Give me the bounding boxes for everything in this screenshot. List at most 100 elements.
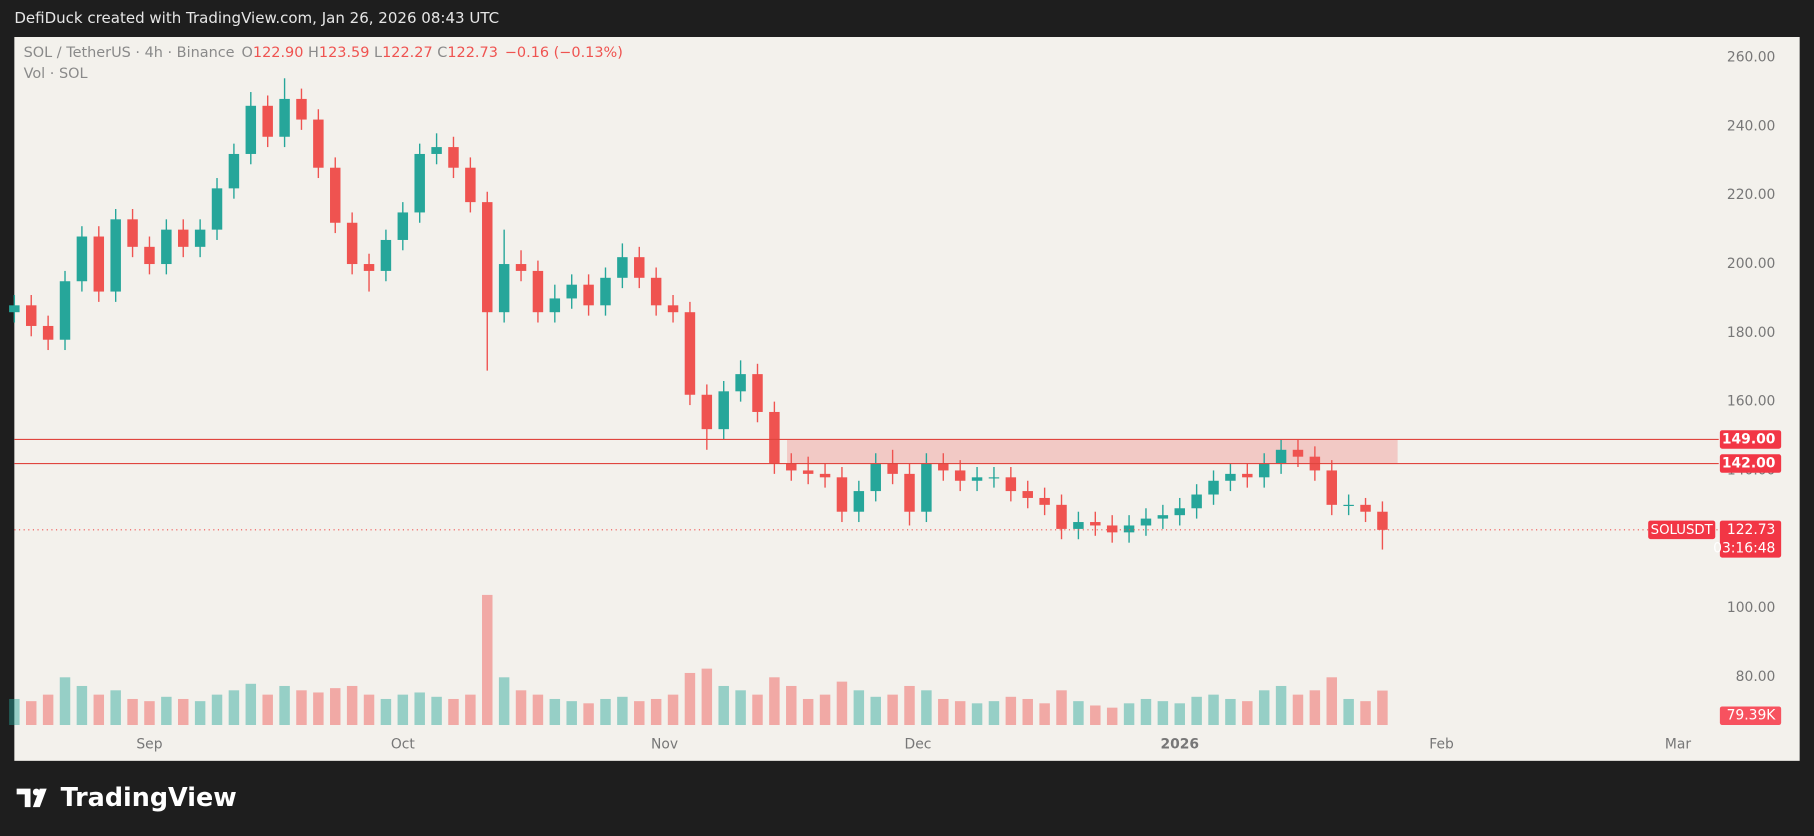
countdown-label: 03:16:48 xyxy=(1713,540,1775,556)
volume-bar xyxy=(93,694,105,725)
volume-bar xyxy=(194,701,206,725)
legend-key: H xyxy=(308,45,319,61)
x-tick-label: Nov xyxy=(651,737,678,753)
candle-body xyxy=(583,284,594,306)
legend-key: O xyxy=(242,45,253,61)
x-tick-label: Feb xyxy=(1429,737,1454,753)
volume-bar xyxy=(1225,698,1236,725)
candle-body xyxy=(1292,449,1304,457)
volume-bar xyxy=(819,694,831,725)
level-tag xyxy=(1719,430,1782,449)
volume-bar xyxy=(25,701,37,725)
volume-bar xyxy=(667,694,679,725)
volume-bar xyxy=(1005,696,1017,725)
volume-bar xyxy=(296,690,307,725)
candle-body xyxy=(25,305,37,326)
candle-body xyxy=(110,219,121,292)
candle-body xyxy=(752,374,763,412)
volume-bar xyxy=(735,690,746,725)
legend-title: SOL / TetherUS · 4h · Binance xyxy=(24,45,235,61)
volume-bar xyxy=(245,683,257,725)
volume-bar xyxy=(448,698,459,725)
candle-body xyxy=(515,264,527,271)
candle-body xyxy=(431,147,442,154)
candle-body xyxy=(59,281,71,340)
volume-bar xyxy=(1208,694,1219,725)
volume-bar xyxy=(566,701,577,725)
candle-body xyxy=(228,153,240,189)
volume-bar xyxy=(701,668,713,725)
candle-body xyxy=(650,277,662,306)
candle-body xyxy=(330,167,341,223)
candle-body xyxy=(853,491,865,512)
candle-body xyxy=(245,105,257,154)
candle-body xyxy=(667,305,679,313)
candle-body xyxy=(617,257,628,278)
candle-body xyxy=(93,236,105,292)
volume-bar xyxy=(802,698,814,725)
legend-key: C xyxy=(437,45,447,61)
volume-bar xyxy=(1140,698,1152,725)
candle-body xyxy=(76,236,88,282)
volume-bar xyxy=(1326,677,1337,725)
candle-body xyxy=(634,257,645,278)
candle-body xyxy=(1022,491,1033,498)
x-tick-label: Sep xyxy=(136,737,162,753)
volume-bar xyxy=(921,690,932,725)
candle-body xyxy=(887,463,898,474)
candle-body xyxy=(346,222,358,265)
legend-change: −0.16 (−0.13%) xyxy=(505,45,623,61)
volume-bar xyxy=(1157,701,1169,725)
volume-bar xyxy=(532,694,544,725)
volume-bar xyxy=(583,703,594,725)
volume-bar xyxy=(144,701,155,725)
y-tick-label: 80.00 xyxy=(1736,669,1776,685)
legend-key: L xyxy=(374,45,382,61)
candle-body xyxy=(465,167,476,203)
volume-bar xyxy=(684,672,696,725)
chart-panel xyxy=(14,37,1800,761)
legend-value: 123.59 xyxy=(319,45,370,61)
volume-bar xyxy=(634,701,645,725)
volume-bar xyxy=(718,685,729,725)
volume-bar xyxy=(1242,701,1253,725)
logo: TradingView xyxy=(16,782,237,812)
candle-body xyxy=(735,374,746,392)
volume-bar xyxy=(59,677,71,725)
candle-body xyxy=(954,470,966,481)
x-tick-label: Dec xyxy=(905,737,932,753)
candle-body xyxy=(802,470,814,474)
candle-body xyxy=(921,463,932,512)
candle-body xyxy=(1377,511,1388,530)
candle-body xyxy=(1208,480,1219,495)
candle-body xyxy=(211,188,223,230)
candle-body xyxy=(42,325,54,340)
candle-body xyxy=(498,264,510,313)
candle-body xyxy=(279,98,290,137)
volume-bar xyxy=(228,690,240,725)
last-price-label: 122.73 xyxy=(1727,522,1776,538)
candle-body xyxy=(1157,515,1169,519)
volume-bar xyxy=(1309,690,1321,725)
volume-bar xyxy=(330,688,341,725)
candle-body xyxy=(1326,470,1337,505)
volume-bar xyxy=(161,696,172,725)
volume-bar xyxy=(482,594,493,725)
volume-bar xyxy=(515,690,527,725)
candle-body xyxy=(1140,518,1152,526)
candle-body xyxy=(904,473,915,512)
legend: SOL / TetherUS · 4h · Binance O122.90 H123… xyxy=(24,45,623,61)
volume-bar xyxy=(1056,690,1067,725)
candle-body xyxy=(870,463,881,492)
volume-bar xyxy=(836,681,848,725)
candle-body xyxy=(1039,497,1050,505)
candle-body xyxy=(1191,494,1202,509)
y-tick-label: 260.00 xyxy=(1727,50,1776,66)
volume-bar xyxy=(211,694,223,725)
x-tick-label: Mar xyxy=(1665,737,1691,753)
candle-body xyxy=(701,394,713,430)
candle-body xyxy=(1174,508,1185,516)
resistance-zone xyxy=(787,439,1398,464)
logo-dot xyxy=(32,788,40,796)
volume-bar xyxy=(853,690,865,725)
